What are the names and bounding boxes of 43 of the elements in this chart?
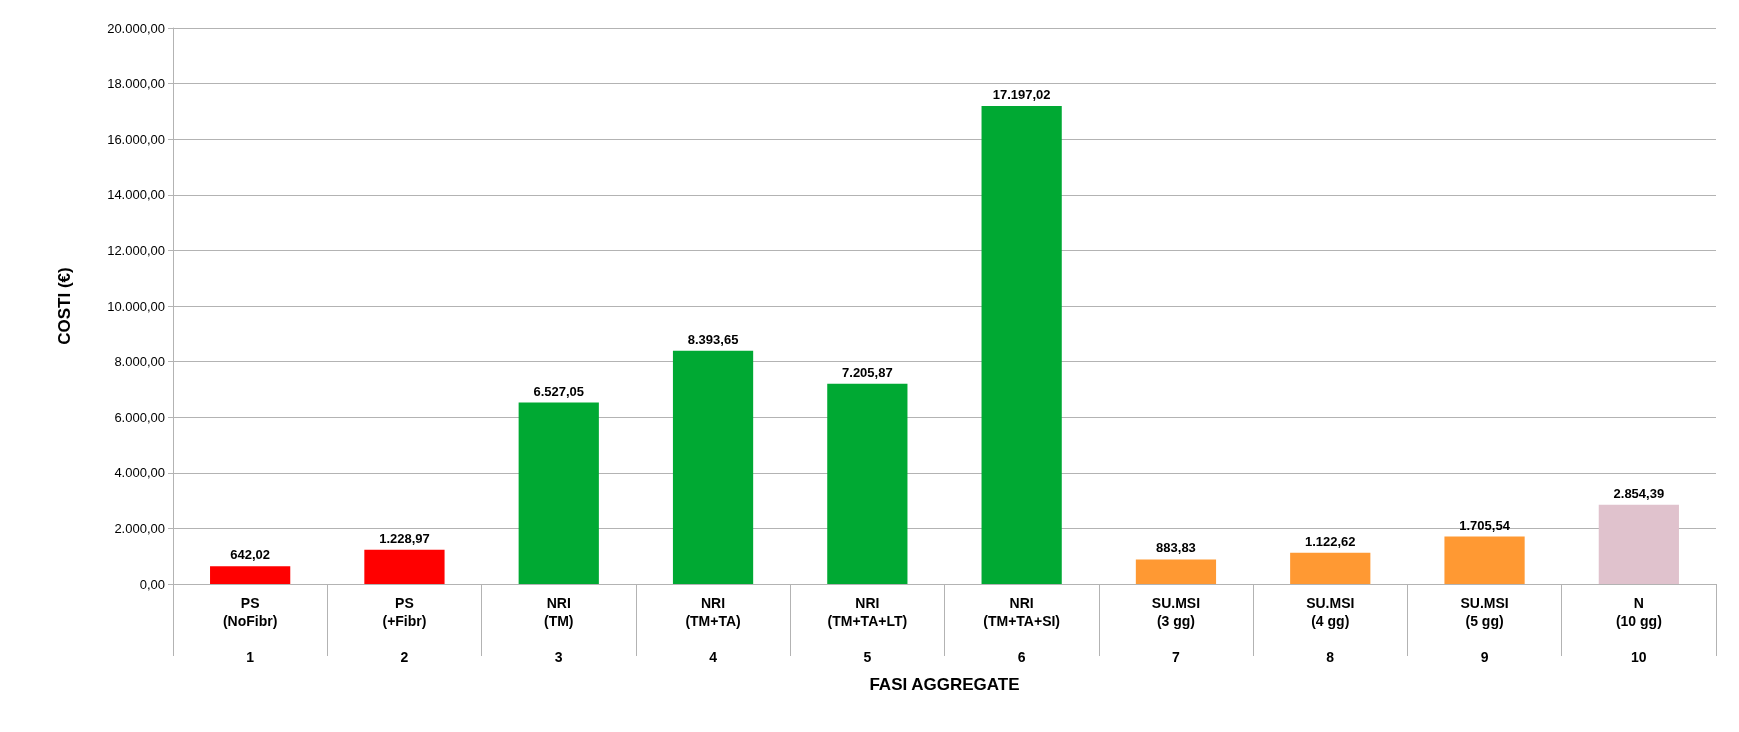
- bar: [827, 383, 908, 584]
- data-label: 17.197,02: [992, 86, 1051, 102]
- y-tick-label: 6.000,00: [114, 409, 165, 425]
- data-label: 7.205,87: [842, 364, 893, 380]
- y-tick-label: 20.000,00: [107, 20, 165, 36]
- y-tick-label: 12.000,00: [107, 242, 165, 258]
- data-label: 883,83: [1156, 540, 1196, 556]
- x-axis-title: FASI AGGREGATE: [869, 675, 1020, 694]
- y-tick-label: 0,00: [139, 576, 165, 592]
- bar: [1598, 504, 1679, 584]
- data-label: 8.393,65: [687, 331, 739, 347]
- category-label: SU.MSI (4 gg) 8: [1306, 595, 1355, 665]
- category-label: N (10 gg) 10: [1615, 595, 1662, 665]
- data-label: 1.228,97: [379, 530, 430, 546]
- category-label: PS (+Fibr) 2: [382, 595, 427, 665]
- y-tick-label: 14.000,00: [107, 187, 165, 203]
- y-tick-label: 10.000,00: [107, 298, 165, 314]
- category-label: NRI (TM+TA+LT) 5: [827, 595, 908, 665]
- bar: [210, 566, 291, 584]
- bar: [981, 105, 1062, 584]
- bar: [672, 350, 754, 584]
- category-label: NRI (TM) 3: [543, 595, 574, 665]
- y-tick-label: 2.000,00: [114, 520, 165, 536]
- y-tick-label: 18.000,00: [107, 76, 165, 92]
- category-label: PS (NoFibr) 1: [222, 595, 278, 665]
- category-label: NRI (TM+TA+SI) 6: [983, 595, 1061, 665]
- y-tick-label: 4.000,00: [114, 465, 165, 481]
- data-label: 642,02: [230, 547, 271, 563]
- bar: [518, 402, 599, 584]
- y-tick-label: 8.000,00: [114, 354, 165, 370]
- y-axis-title: COSTI (€): [55, 267, 74, 345]
- bar: [364, 549, 445, 584]
- bar: [1135, 559, 1217, 584]
- bar: [1444, 536, 1525, 584]
- data-label: 2.854,39: [1613, 485, 1665, 501]
- category-label: SU.MSI (3 gg) 7: [1151, 595, 1201, 665]
- y-tick-label: 16.000,00: [107, 131, 165, 147]
- data-label: 1.705,54: [1459, 517, 1511, 533]
- data-label: 1.122,62: [1304, 533, 1356, 549]
- bar: [1290, 552, 1371, 584]
- data-label: 6.527,05: [533, 383, 585, 399]
- category-label: NRI (TM+TA) 4: [685, 595, 741, 665]
- category-label: SU.MSI (5 gg) 9: [1460, 595, 1509, 665]
